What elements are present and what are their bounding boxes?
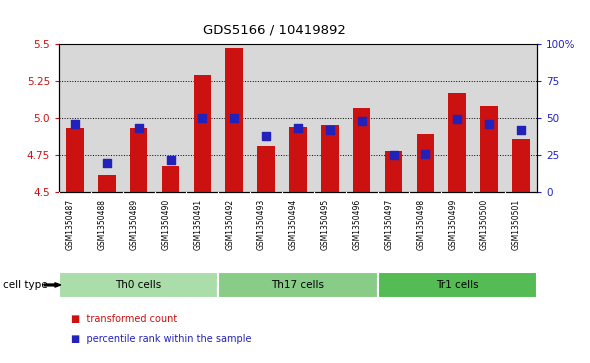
Text: GDS5166 / 10419892: GDS5166 / 10419892: [202, 23, 346, 36]
Text: GSM1350501: GSM1350501: [512, 199, 521, 250]
Bar: [385, 151, 402, 192]
Point: [516, 127, 526, 133]
Text: GSM1350490: GSM1350490: [162, 199, 171, 250]
Bar: [66, 129, 84, 192]
Bar: [130, 129, 148, 192]
Point: [134, 126, 143, 131]
Bar: [512, 139, 530, 192]
Text: GSM1350499: GSM1350499: [448, 199, 457, 250]
Bar: [448, 93, 466, 192]
Text: Th0 cells: Th0 cells: [116, 280, 162, 290]
Bar: [59, 272, 218, 298]
Point: [389, 152, 398, 158]
Text: GSM1350497: GSM1350497: [385, 199, 394, 250]
Text: cell type: cell type: [3, 280, 48, 290]
Text: GSM1350493: GSM1350493: [257, 199, 266, 250]
Bar: [417, 134, 434, 192]
Bar: [378, 272, 537, 298]
Bar: [218, 272, 378, 298]
Text: GSM1350492: GSM1350492: [225, 199, 234, 250]
Text: ■  percentile rank within the sample: ■ percentile rank within the sample: [71, 334, 251, 344]
Point: [230, 115, 239, 121]
Text: Tr1 cells: Tr1 cells: [436, 280, 478, 290]
Text: Th17 cells: Th17 cells: [271, 280, 325, 290]
Text: GSM1350496: GSM1350496: [353, 199, 362, 250]
Point: [166, 157, 175, 163]
Text: GSM1350489: GSM1350489: [130, 199, 139, 250]
Bar: [289, 127, 307, 192]
Point: [484, 121, 494, 127]
Bar: [353, 107, 371, 192]
Point: [293, 126, 303, 131]
Text: GSM1350495: GSM1350495: [321, 199, 330, 250]
Point: [198, 115, 207, 121]
Point: [357, 118, 366, 124]
Point: [70, 121, 80, 127]
Bar: [194, 75, 211, 192]
Point: [102, 160, 112, 166]
Text: GSM1350494: GSM1350494: [289, 199, 298, 250]
Text: GSM1350491: GSM1350491: [194, 199, 202, 250]
Text: ■  transformed count: ■ transformed count: [71, 314, 177, 325]
Text: GSM1350498: GSM1350498: [417, 199, 425, 250]
Bar: [98, 175, 116, 192]
Text: GSM1350500: GSM1350500: [480, 199, 489, 250]
Point: [325, 127, 335, 133]
Point: [261, 133, 271, 139]
Bar: [480, 106, 498, 192]
Point: [453, 117, 462, 122]
Text: GSM1350487: GSM1350487: [66, 199, 75, 250]
Bar: [321, 125, 339, 192]
Bar: [162, 166, 179, 192]
Bar: [225, 48, 243, 192]
Bar: [257, 146, 275, 192]
Point: [421, 151, 430, 156]
Text: GSM1350488: GSM1350488: [98, 199, 107, 250]
